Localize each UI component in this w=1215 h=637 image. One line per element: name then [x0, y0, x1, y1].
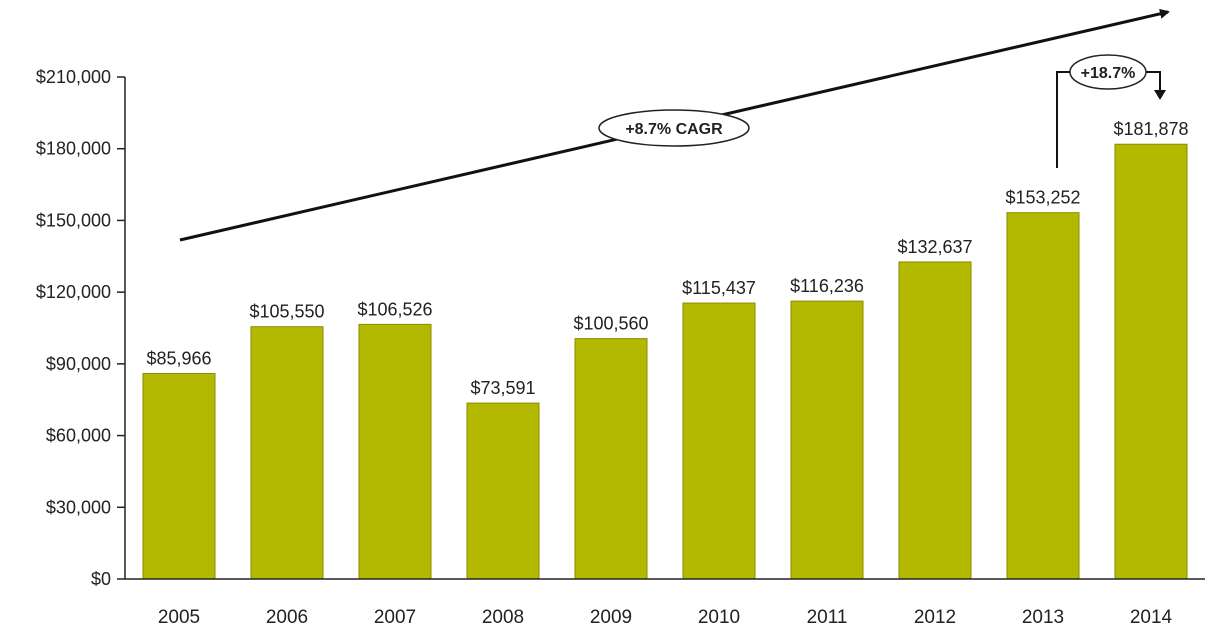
x-tick-label-2013: 2013 [1022, 607, 1064, 628]
x-tick-label-2010: 2010 [698, 607, 740, 628]
bar-2012 [898, 261, 972, 580]
y-tick-label: $60,000 [46, 426, 111, 446]
growth-arrowhead [1154, 90, 1166, 100]
x-tick-label-2009: 2009 [590, 607, 632, 628]
data-label-2010: $115,437 [682, 278, 756, 298]
data-label-2007: $106,526 [357, 299, 432, 319]
y-tick-label: $90,000 [46, 354, 111, 374]
data-label-2012: $132,637 [897, 237, 972, 257]
x-tick-label-2008: 2008 [482, 607, 524, 628]
bar-2014 [1114, 143, 1188, 580]
y-tick-label: $180,000 [36, 139, 111, 159]
x-tick-label-2006: 2006 [266, 607, 308, 628]
bar-2006 [250, 326, 324, 580]
data-label-2013: $153,252 [1005, 188, 1080, 208]
data-label-2005: $85,966 [146, 349, 211, 369]
y-tick-label: $120,000 [36, 282, 111, 302]
x-tick-label-2011: 2011 [807, 607, 848, 628]
x-axis: 2005 2006 2007 2008 2009 2010 2011 2012 2013 2014 [125, 578, 1205, 628]
y-axis: $0 $30,000 $60,000 $90,000 $120,000 $150,000 $… [36, 67, 126, 589]
x-tick-label-2014: 2014 [1130, 607, 1173, 628]
bar-2010 [682, 302, 756, 580]
bar-2005 [142, 373, 216, 580]
y-tick-label: $0 [91, 569, 111, 589]
x-tick-label-2005: 2005 [158, 607, 200, 628]
growth-callout-bubble [1069, 54, 1147, 90]
x-tick-label-2012: 2012 [914, 607, 956, 628]
bar-2007 [358, 323, 432, 580]
bar-2011 [790, 300, 864, 580]
bar-2013 [1006, 212, 1080, 580]
data-label-2014: $181,878 [1113, 119, 1188, 139]
data-label-2006: $105,550 [249, 302, 324, 322]
annotations: +8.7% CAGR +18.7% [179, 8, 1170, 242]
data-label-2011: $116,236 [790, 276, 864, 296]
data-label-2008: $73,591 [470, 378, 535, 398]
y-tick-label: $150,000 [36, 210, 111, 230]
x-tick-label-2007: 2007 [374, 607, 416, 628]
y-tick-label: $30,000 [46, 497, 111, 517]
y-tick-label: $210,000 [36, 67, 111, 87]
bar-2009 [574, 338, 648, 580]
cagr-callout-bubble [598, 109, 750, 147]
bar-2008 [466, 402, 540, 580]
growth-callout-label: +18.7% [1081, 65, 1136, 82]
bars: $85,966 $105,550 $106,526 $73,591 $100,560 $1… [142, 119, 1189, 580]
cagr-callout-label: +8.7% CAGR [625, 121, 723, 138]
data-label-2009: $100,560 [573, 314, 648, 334]
